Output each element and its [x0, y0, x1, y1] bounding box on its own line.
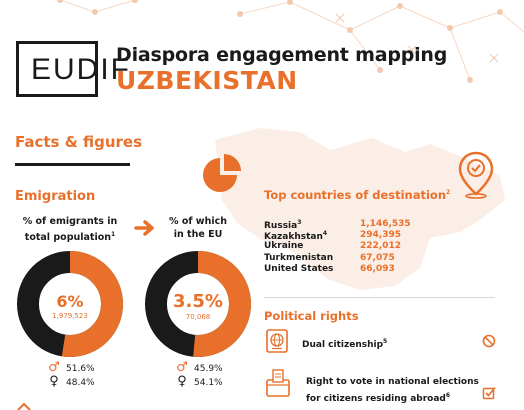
facts-divider	[15, 163, 130, 166]
country-title: UZBEKISTAN	[116, 66, 298, 95]
destination-value: 1,146,535	[360, 219, 411, 229]
female-icon: ♀	[177, 374, 187, 389]
eu-share-label-line2: in the EU	[173, 229, 223, 240]
destination-row: Ukraine 222,012	[264, 241, 434, 253]
eu-share-percent: 3.5%	[173, 291, 223, 312]
uzbekistan-map-silhouette	[215, 128, 505, 290]
passport-globe-icon	[266, 329, 288, 353]
emigration-heading: Emigration	[15, 189, 96, 204]
destination-row: Russia3 1,146,535	[264, 219, 434, 231]
corner-arrow-icon	[17, 402, 31, 410]
emigrants-share-label: % of emigrants in total population1	[16, 215, 124, 244]
voting-rights-label: Right to vote in national elections for …	[306, 376, 479, 406]
footnote-ref: 6	[445, 392, 451, 399]
section-divider	[264, 297, 495, 298]
eu-count: 70,068	[185, 313, 211, 321]
destination-row: United States 66,093	[264, 264, 434, 276]
eu-share-label-line1: % of which	[169, 216, 227, 227]
footnote-ref: 5	[383, 338, 388, 345]
location-pin-icon	[458, 151, 494, 199]
destination-value: 67,075	[360, 253, 395, 263]
footnote-ref: 4	[322, 230, 328, 237]
male-icon: ♂	[176, 360, 188, 375]
voting-rights-label-line1: Right to vote in national elections	[306, 377, 479, 387]
eudif-logo: EUDIF	[16, 41, 129, 97]
emigrants-count: 1,979,523	[52, 312, 88, 320]
voting-rights-label-line2: for citizens residing abroad6	[306, 392, 451, 404]
donut-value-arc	[17, 251, 123, 357]
male-share-left: ♂ 51.6%	[48, 360, 95, 375]
prohibited-icon	[482, 334, 496, 348]
destination-value: 66,093	[360, 264, 395, 274]
page-title: Diaspora engagement mapping	[116, 44, 448, 66]
emigrants-share-donut	[17, 251, 123, 357]
logo-text: EUDIF	[31, 53, 131, 86]
facts-heading: Facts & figures	[15, 133, 143, 151]
footnote-ref: 1	[111, 231, 116, 238]
political-rights-heading: Political rights	[264, 309, 359, 323]
emigrants-share-label-line2: total population1	[24, 231, 116, 244]
pie-chart-icon	[203, 154, 241, 192]
female-share-right: ♀ 54.1%	[177, 374, 223, 389]
footnote-ref: 2	[446, 189, 451, 197]
male-icon: ♂	[48, 360, 60, 375]
male-share-right: ♂ 45.9%	[176, 360, 223, 375]
ballot-box-icon	[266, 369, 290, 397]
destination-name: Russia3	[264, 219, 302, 231]
destinations-heading: Top countries of destination2	[264, 188, 451, 202]
eu-share-donut	[145, 251, 251, 357]
destination-row: Turkmenistan 67,075	[264, 253, 434, 265]
destination-name: Turkmenistan	[264, 253, 334, 263]
checkbox-checked-icon	[482, 386, 496, 400]
dual-citizenship-label: Dual citizenship5	[302, 338, 388, 350]
donut-value-arc	[145, 251, 251, 357]
destination-name: United States	[264, 264, 334, 274]
emigrants-share-label-line1: % of emigrants in	[22, 216, 118, 227]
destination-name: Ukraine	[264, 241, 304, 251]
arrow-right-icon	[134, 220, 154, 236]
destination-value: 294,395	[360, 230, 401, 240]
female-icon: ♀	[49, 374, 59, 389]
footnote-ref: 3	[297, 219, 302, 226]
destination-name: Kazakhstan4	[264, 230, 328, 242]
eu-share-label: % of which in the EU	[148, 215, 248, 241]
emigrants-share-percent: 6%	[56, 292, 84, 311]
female-share-left: ♀ 48.4%	[49, 374, 95, 389]
destination-value: 222,012	[360, 241, 401, 251]
destination-row: Kazakhstan4 294,395	[264, 230, 434, 242]
